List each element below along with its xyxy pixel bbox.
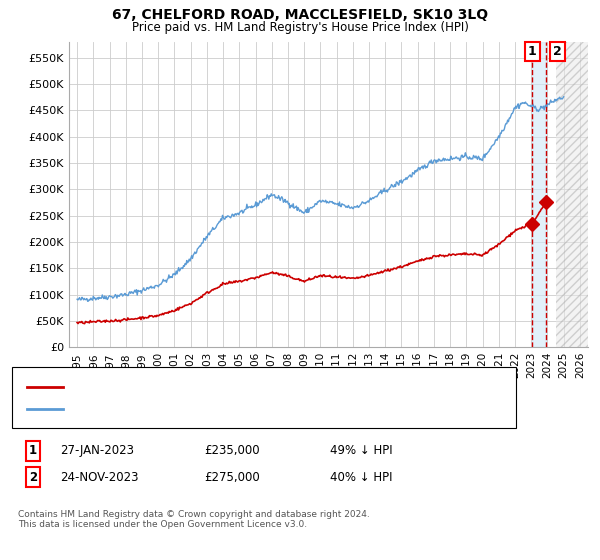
Bar [532, 42, 546, 347]
Bar [556, 42, 588, 347]
Text: 67, CHELFORD ROAD, MACCLESFIELD, SK10 3LQ: 67, CHELFORD ROAD, MACCLESFIELD, SK10 3L… [112, 8, 488, 22]
Text: 1: 1 [29, 444, 37, 458]
Text: £235,000: £235,000 [204, 444, 260, 458]
Text: 1: 1 [528, 45, 537, 58]
Text: 2: 2 [29, 470, 37, 484]
Text: Price paid vs. HM Land Registry's House Price Index (HPI): Price paid vs. HM Land Registry's House … [131, 21, 469, 34]
Text: Contains HM Land Registry data © Crown copyright and database right 2024.
This d: Contains HM Land Registry data © Crown c… [18, 510, 370, 529]
Text: HPI: Average price, detached house, Cheshire East: HPI: Average price, detached house, Ches… [69, 404, 346, 414]
Text: 67, CHELFORD ROAD, MACCLESFIELD, SK10 3LQ (detached house): 67, CHELFORD ROAD, MACCLESFIELD, SK10 3L… [69, 381, 434, 391]
Text: £275,000: £275,000 [204, 470, 260, 484]
Text: 49% ↓ HPI: 49% ↓ HPI [330, 444, 392, 458]
Text: 2: 2 [553, 45, 562, 58]
Text: 24-NOV-2023: 24-NOV-2023 [60, 470, 139, 484]
Text: 27-JAN-2023: 27-JAN-2023 [60, 444, 134, 458]
Text: 40% ↓ HPI: 40% ↓ HPI [330, 470, 392, 484]
